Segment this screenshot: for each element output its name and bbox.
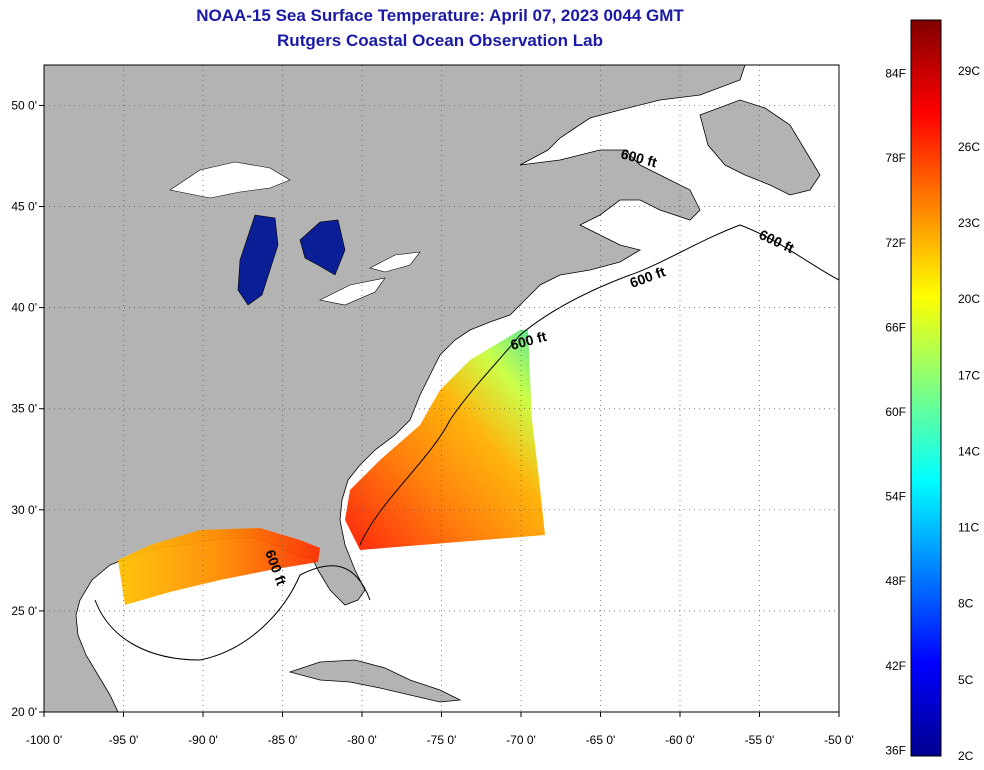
longitude-ticks: -100 0' -95 0' -90 0' -85 0' -80 0' -75 0' -70… bbox=[26, 712, 854, 747]
lon-tick-label: -60 0' bbox=[665, 733, 695, 747]
colorbar-f-label: 48F bbox=[885, 574, 906, 588]
colorbar-f-label: 36F bbox=[885, 743, 906, 757]
lake-erie bbox=[319, 277, 386, 306]
lon-tick-label: -75 0' bbox=[427, 733, 457, 747]
lat-tick-label: 40 0' bbox=[11, 301, 37, 315]
lake-ontario bbox=[369, 251, 421, 273]
lon-tick-label: -50 0' bbox=[824, 733, 854, 747]
lake-huron bbox=[299, 219, 346, 276]
colorbar-f-label: 54F bbox=[885, 490, 906, 504]
land-newfoundland bbox=[699, 99, 821, 196]
colorbar-fahrenheit-labels: 84F 78F 72F 66F 60F 54F 48F 42F 36F bbox=[885, 67, 906, 758]
colorbar-f-label: 42F bbox=[885, 659, 906, 673]
lat-tick-label: 30 0' bbox=[11, 503, 37, 517]
lon-tick-label: -90 0' bbox=[188, 733, 218, 747]
colorbar bbox=[910, 19, 942, 757]
sst-swath-atlantic bbox=[345, 330, 545, 550]
lake-superior bbox=[169, 161, 291, 199]
lon-tick-label: -100 0' bbox=[26, 733, 62, 747]
latitude-ticks: 20 0' 25 0' 30 0' 35 0' 40 0' 45 0' 50 0' bbox=[11, 98, 44, 719]
lon-tick-label: -85 0' bbox=[268, 733, 298, 747]
colorbar-c-label: 29C bbox=[958, 64, 980, 78]
colorbar-c-label: 17C bbox=[958, 368, 980, 382]
sst-swath-gulf bbox=[118, 528, 320, 605]
colorbar-c-label: 2C bbox=[958, 749, 974, 763]
colorbar-celsius-labels: 29C 26C 23C 20C 17C 14C 11C 8C 5C 2C bbox=[958, 64, 980, 763]
lon-tick-label: -55 0' bbox=[745, 733, 775, 747]
colorbar-c-label: 20C bbox=[958, 292, 980, 306]
colorbar-f-label: 72F bbox=[885, 236, 906, 250]
colorbar-c-label: 5C bbox=[958, 673, 974, 687]
colorbar-c-label: 11C bbox=[958, 521, 979, 535]
colorbar-f-label: 60F bbox=[885, 405, 906, 419]
lake-michigan bbox=[237, 214, 279, 306]
lat-tick-label: 50 0' bbox=[11, 98, 37, 112]
lon-tick-label: -70 0' bbox=[506, 733, 536, 747]
colorbar-c-label: 26C bbox=[958, 140, 980, 154]
lon-tick-label: -80 0' bbox=[347, 733, 377, 747]
lon-tick-label: -95 0' bbox=[109, 733, 139, 747]
lat-tick-label: 20 0' bbox=[11, 705, 37, 719]
map-title: NOAA-15 Sea Surface Temperature: April 0… bbox=[196, 6, 684, 25]
colorbar-c-label: 14C bbox=[958, 444, 980, 458]
colorbar-f-label: 66F bbox=[885, 320, 906, 334]
depth-contour-600ft bbox=[94, 224, 839, 661]
lat-tick-label: 35 0' bbox=[11, 402, 37, 416]
lon-tick-label: -65 0' bbox=[586, 733, 616, 747]
lat-tick-label: 25 0' bbox=[11, 604, 37, 618]
land-cuba bbox=[288, 659, 462, 703]
colorbar-c-label: 8C bbox=[958, 597, 974, 611]
colorbar-c-label: 23C bbox=[958, 216, 980, 230]
colorbar-f-label: 84F bbox=[885, 67, 906, 81]
lat-tick-label: 45 0' bbox=[11, 200, 37, 214]
colorbar-f-label: 78F bbox=[885, 151, 906, 165]
map-subtitle: Rutgers Coastal Ocean Observation Lab bbox=[277, 31, 603, 50]
